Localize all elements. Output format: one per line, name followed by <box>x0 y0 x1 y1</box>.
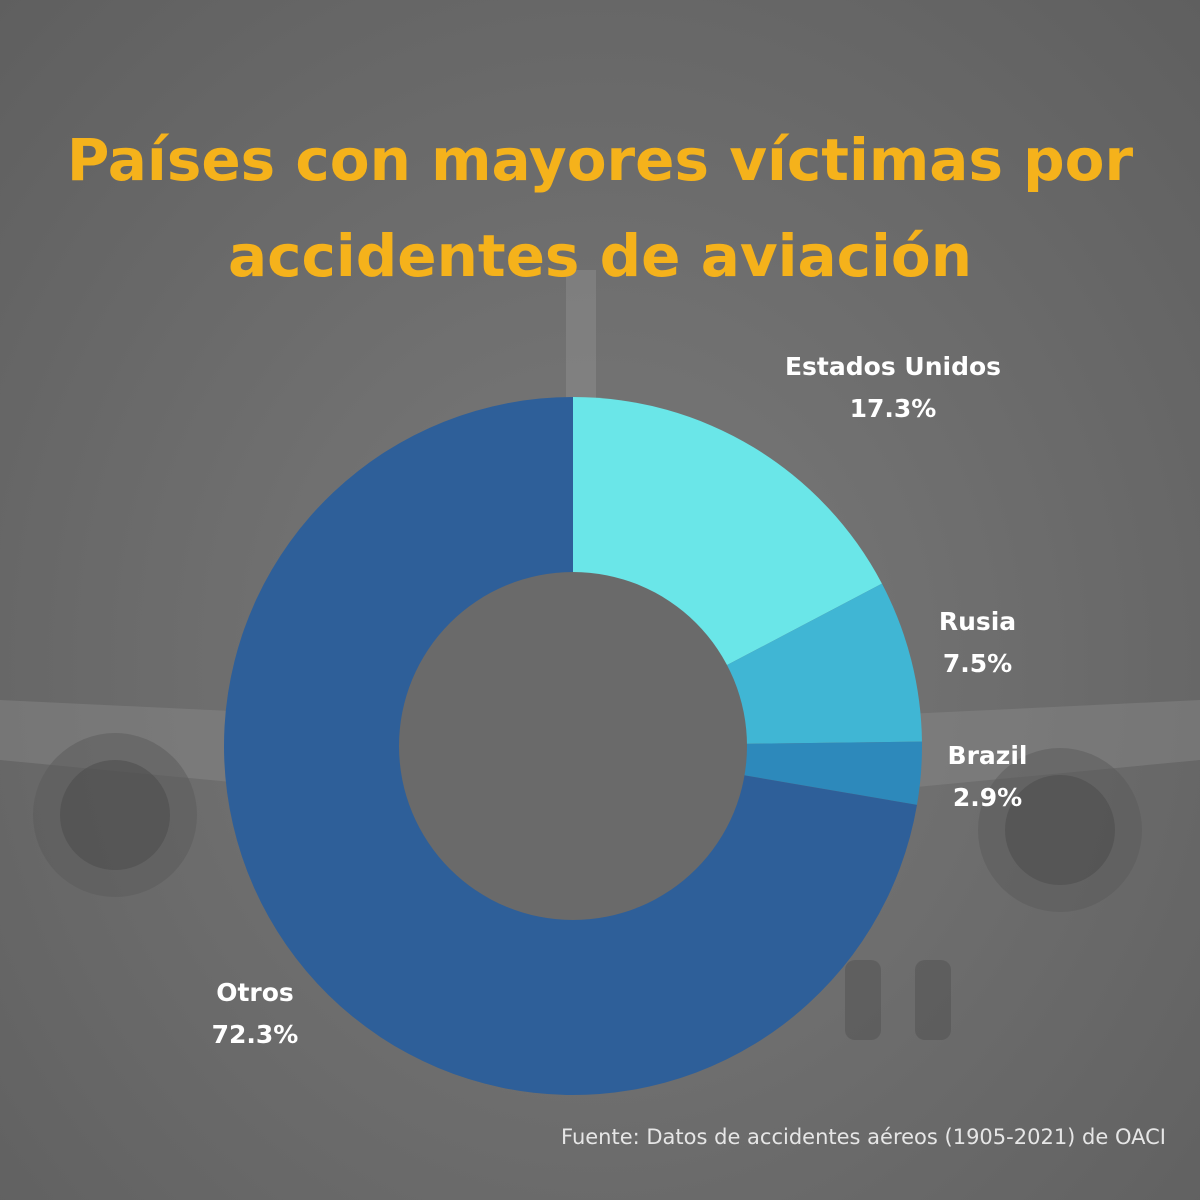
slice-label-value: 2.9% <box>952 783 1023 812</box>
slice-label-rusia: Rusia 7.5% <box>910 601 1045 685</box>
slice-label-value: 72.3% <box>211 1020 299 1049</box>
slice-label-name: Estados Unidos <box>784 352 1002 381</box>
slice-label-value: 17.3% <box>849 394 937 423</box>
slice-label-name: Otros <box>216 978 294 1007</box>
chart-title: Países con mayores víctimas por accident… <box>0 112 1200 304</box>
slice-label-otros: Otros 72.3% <box>185 972 325 1056</box>
slice-label-name: Rusia <box>938 607 1017 636</box>
slice-label-brazil: Brazil 2.9% <box>920 735 1055 819</box>
slice-label-name: Brazil <box>947 741 1028 770</box>
chart-title-line-2: accidentes de aviación <box>227 222 973 290</box>
donut-hole <box>399 572 747 920</box>
source-note: Fuente: Datos de accidentes aéreos (1905… <box>561 1125 1166 1149</box>
chart-title-line-1: Países con mayores víctimas por <box>66 126 1134 194</box>
slice-label-value: 7.5% <box>942 649 1013 678</box>
slice-label-estados-unidos: Estados Unidos 17.3% <box>768 346 1018 430</box>
